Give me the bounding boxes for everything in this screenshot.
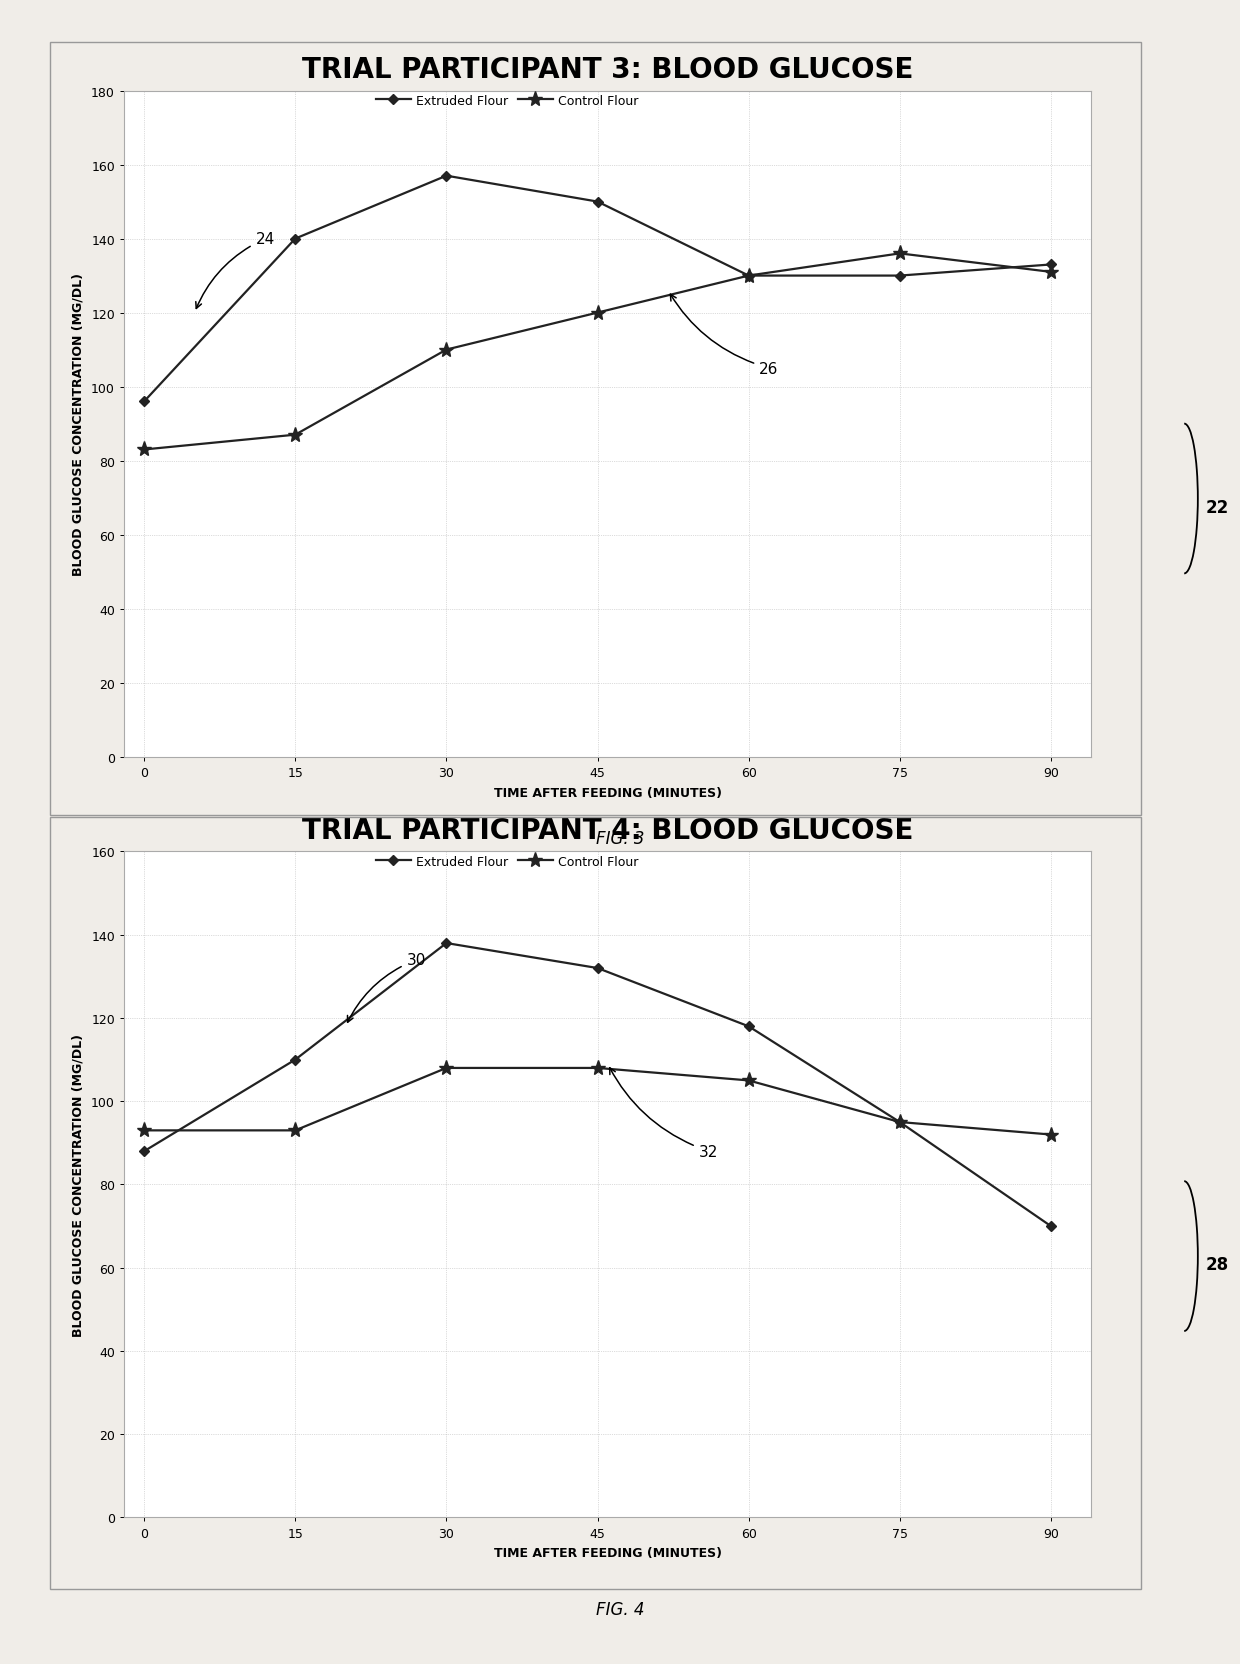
Extruded Flour [893,266,908,286]
Extruded Flour [288,230,303,250]
Text: 28: 28 [1205,1256,1229,1273]
Line: Control Flour: Control Flour [136,246,1059,458]
Y-axis label: BLOOD GLUCOSE CONCENTRATION (MG/DL): BLOOD GLUCOSE CONCENTRATION (MG/DL) [71,273,84,576]
Line: Control Flour: Control Flour [136,1060,1059,1143]
Control Flour [893,245,908,265]
Control Flour [136,1122,151,1142]
Extruded Flour [1043,255,1058,275]
Text: 24: 24 [196,231,275,310]
Extruded Flour [590,958,605,978]
Legend: Extruded Flour, Control Flour: Extruded Flour, Control Flour [372,92,642,111]
Extruded Flour [439,166,454,186]
Control Flour [590,303,605,323]
Text: FIG. 4: FIG. 4 [595,1601,645,1617]
Control Flour [893,1112,908,1132]
Extruded Flour [590,193,605,213]
Text: 32: 32 [610,1068,718,1160]
Extruded Flour [136,393,151,413]
Control Flour [288,1122,303,1142]
Extruded Flour [288,1050,303,1070]
Extruded Flour [893,1112,908,1132]
Legend: Extruded Flour, Control Flour: Extruded Flour, Control Flour [372,852,642,872]
Extruded Flour [1043,1216,1058,1236]
Control Flour [439,1058,454,1078]
Text: FIG. 3: FIG. 3 [595,830,645,847]
Title: TRIAL PARTICIPANT 3: BLOOD GLUCOSE: TRIAL PARTICIPANT 3: BLOOD GLUCOSE [301,55,914,83]
Text: 30: 30 [347,952,425,1023]
Y-axis label: BLOOD GLUCOSE CONCENTRATION (MG/DL): BLOOD GLUCOSE CONCENTRATION (MG/DL) [71,1033,84,1336]
Control Flour [590,1058,605,1078]
X-axis label: TIME AFTER FEEDING (MINUTES): TIME AFTER FEEDING (MINUTES) [494,785,722,799]
Text: 22: 22 [1205,499,1229,516]
X-axis label: TIME AFTER FEEDING (MINUTES): TIME AFTER FEEDING (MINUTES) [494,1546,722,1559]
Line: Extruded Flour: Extruded Flour [140,940,1055,1230]
Control Flour [439,341,454,361]
Extruded Flour [439,934,454,953]
Control Flour [136,441,151,461]
Line: Extruded Flour: Extruded Flour [140,173,1055,406]
Text: 26: 26 [671,295,779,376]
Control Flour [1043,1125,1058,1145]
Control Flour [288,426,303,446]
Extruded Flour [742,266,756,286]
Extruded Flour [742,1017,756,1037]
Title: TRIAL PARTICIPANT 4: BLOOD GLUCOSE: TRIAL PARTICIPANT 4: BLOOD GLUCOSE [301,815,914,844]
Extruded Flour [136,1142,151,1161]
Control Flour [1043,263,1058,283]
Control Flour [742,1072,756,1092]
Control Flour [742,266,756,286]
